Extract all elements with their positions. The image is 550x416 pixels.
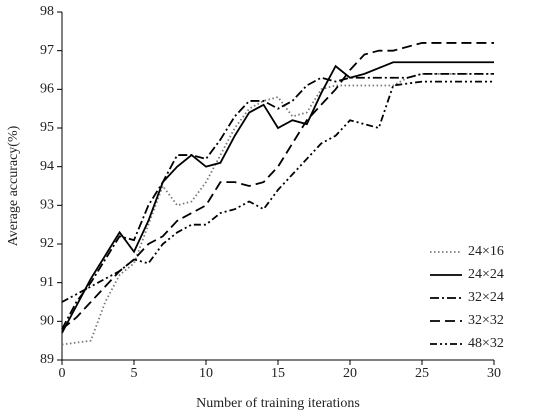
x-tick-label: 15 <box>271 366 285 381</box>
line <box>61 61 494 334</box>
y-tick-label: 91 <box>40 275 54 290</box>
y-tick-label: 96 <box>40 82 54 97</box>
y-tick-label: 94 <box>40 159 54 174</box>
x-tick-label: 0 <box>59 366 66 381</box>
y-tick-label: 90 <box>40 314 54 329</box>
x-tick-label: 30 <box>487 366 501 381</box>
legend-label: 24×24 <box>468 267 504 282</box>
x-tick-label: 10 <box>199 366 213 381</box>
x-tick-label: 25 <box>415 366 429 381</box>
y-tick-label: 97 <box>40 43 54 58</box>
x-axis-label: Number of training iterations <box>196 396 360 411</box>
y-tick-label: 93 <box>40 198 54 213</box>
line <box>61 42 494 330</box>
line <box>61 80 494 303</box>
x-tick-label: 20 <box>343 366 357 381</box>
legend-label: 48×32 <box>468 336 504 351</box>
y-tick-label: 92 <box>40 236 54 251</box>
y-tick-label: 89 <box>40 352 54 367</box>
line <box>61 72 494 330</box>
x-tick-label: 5 <box>131 366 138 381</box>
line <box>61 72 494 346</box>
legend-label: 32×24 <box>468 290 504 305</box>
y-axis-label: Average accuracy(%) <box>6 125 21 246</box>
legend-label: 24×16 <box>468 244 504 259</box>
y-tick-label: 98 <box>40 4 54 19</box>
y-tick-label: 95 <box>40 120 54 135</box>
legend-label: 32×32 <box>468 313 504 328</box>
